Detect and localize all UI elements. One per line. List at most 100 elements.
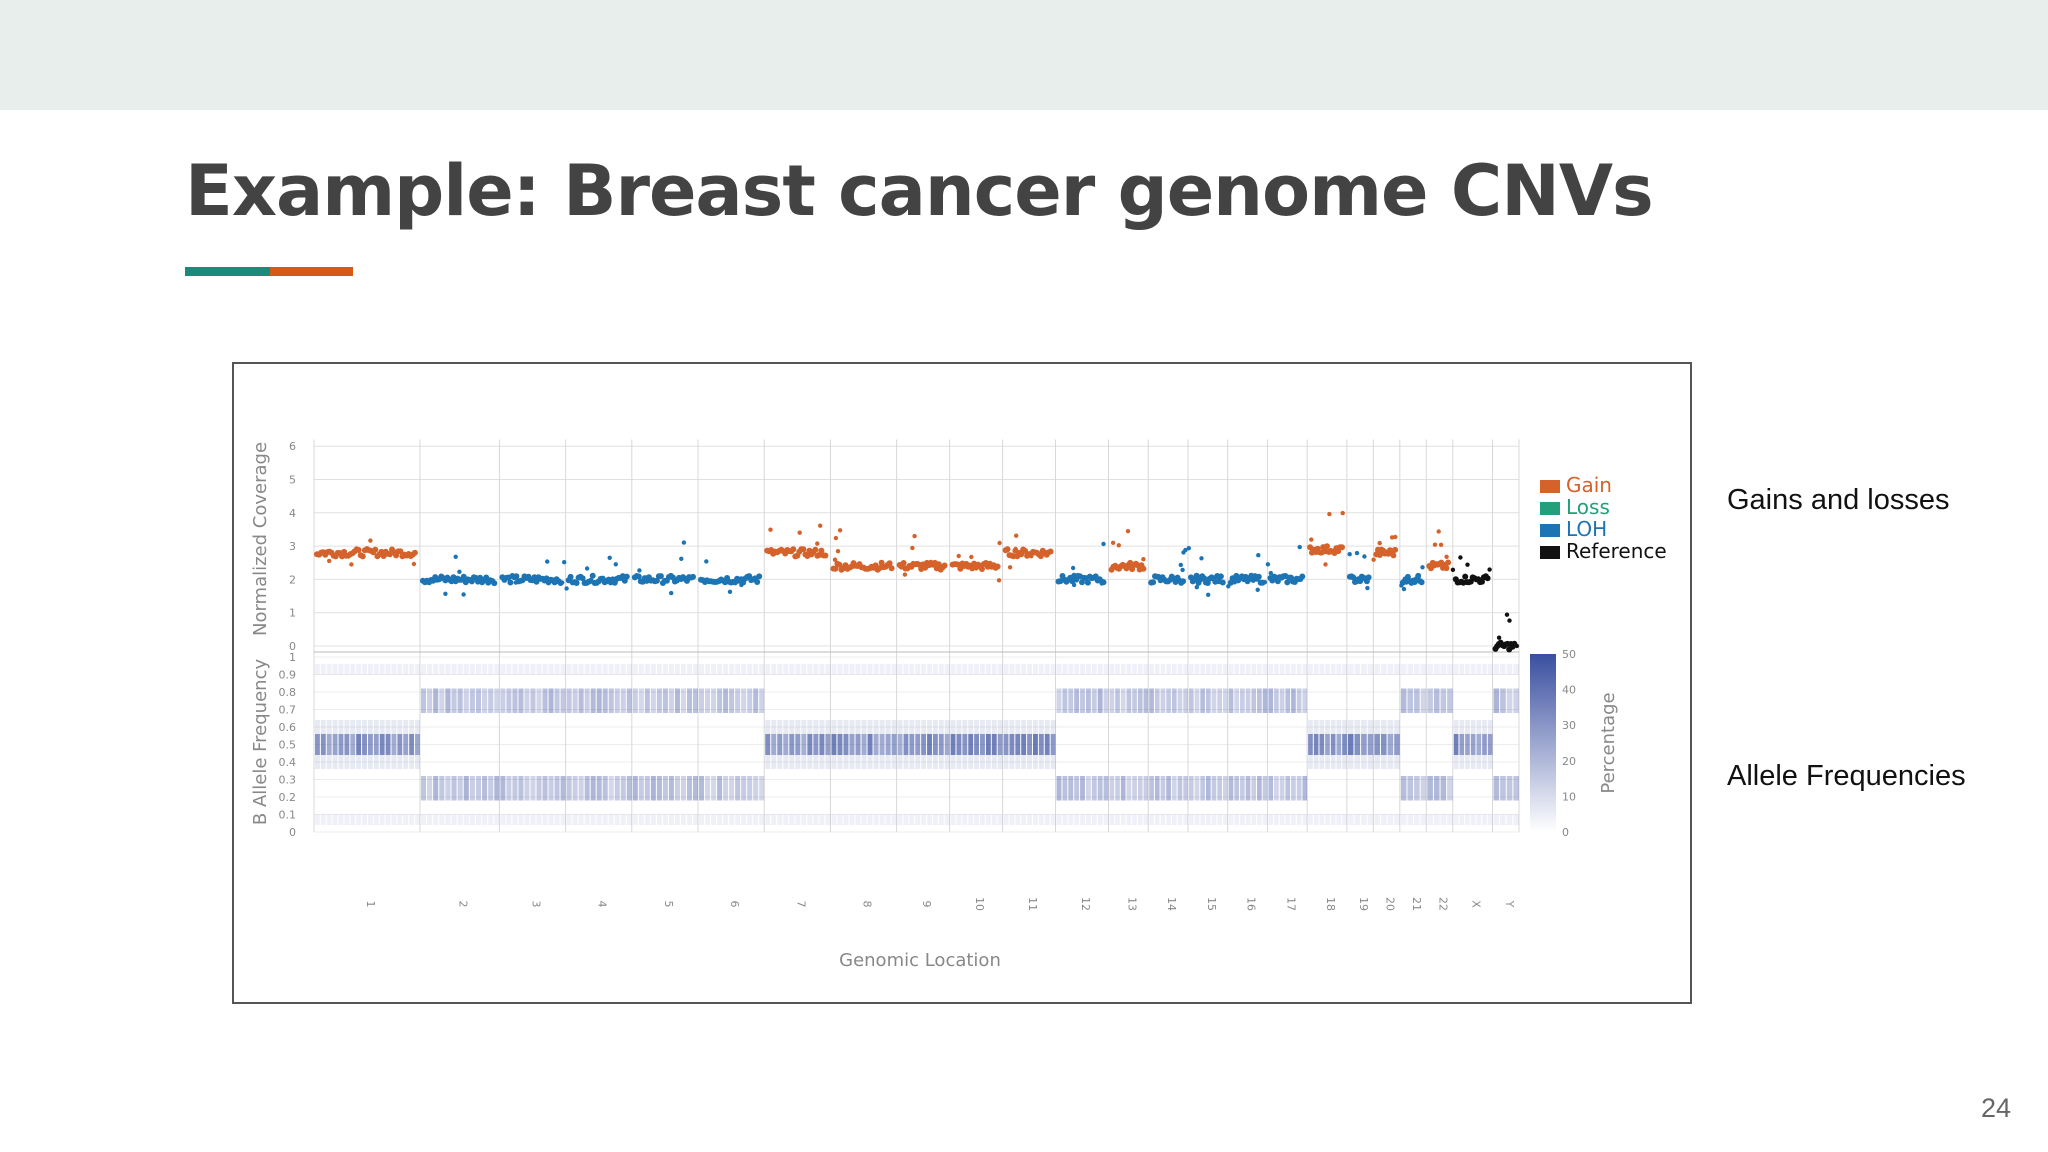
- baf-band: [1414, 664, 1420, 675]
- baf-band: [338, 755, 344, 769]
- baf-band: [962, 664, 968, 675]
- baf-band: [938, 720, 944, 734]
- coverage-outlier: [924, 564, 929, 569]
- baf-band: [1188, 688, 1194, 713]
- baf-band: [950, 720, 956, 734]
- baf-band: [741, 664, 747, 675]
- baf-tick-label: 1: [289, 651, 296, 664]
- baf-band: [1506, 776, 1513, 801]
- baf-band: [1194, 776, 1200, 801]
- coverage-point: [355, 547, 362, 553]
- baf-band: [680, 688, 686, 713]
- baf-band: [1440, 814, 1447, 825]
- baf-band: [991, 755, 997, 769]
- baf-band: [1056, 688, 1062, 713]
- baf-band: [1420, 776, 1427, 801]
- coverage-outlier: [1186, 546, 1191, 551]
- baf-band: [1228, 814, 1234, 825]
- baf-band: [1126, 688, 1132, 713]
- baf-band: [1513, 776, 1519, 801]
- baf-band: [1420, 688, 1427, 713]
- chromosome-label: 11: [1026, 897, 1039, 911]
- baf-band: [1427, 688, 1433, 713]
- baf-band: [1015, 720, 1021, 734]
- coverage-outlier: [1436, 529, 1441, 534]
- coverage-outlier: [1347, 552, 1352, 557]
- baf-band: [1050, 755, 1056, 769]
- baf-band: [855, 814, 861, 825]
- baf-band: [885, 664, 891, 675]
- baf-band: [1177, 776, 1183, 801]
- baf-band: [680, 776, 686, 801]
- baf-band: [315, 814, 320, 825]
- baf-band: [362, 755, 367, 769]
- baf-band: [680, 664, 686, 675]
- baf-band: [530, 814, 536, 825]
- baf-band: [891, 755, 897, 769]
- baf-band: [1211, 814, 1217, 825]
- baf-band: [1367, 755, 1374, 769]
- coverage-outlier: [564, 586, 569, 591]
- baf-band: [705, 688, 711, 713]
- baf-band: [445, 688, 451, 713]
- baf-band: [795, 755, 801, 769]
- baf-band: [1465, 664, 1470, 675]
- baf-band: [338, 734, 344, 755]
- baf-band: [843, 664, 849, 675]
- baf-band: [944, 755, 950, 769]
- baf-band: [1330, 755, 1336, 769]
- baf-band: [1291, 814, 1296, 825]
- baf-band: [420, 776, 427, 801]
- baf-band: [891, 664, 897, 675]
- baf-band: [488, 776, 494, 801]
- coverage-point: [657, 573, 664, 580]
- baf-band: [1482, 720, 1487, 734]
- baf-band: [915, 664, 921, 675]
- coverage-tick-label: 5: [289, 474, 296, 487]
- chromosome-label: 19: [1357, 897, 1370, 911]
- baf-band: [1251, 776, 1257, 801]
- baf-band: [1470, 814, 1476, 825]
- baf-band: [445, 814, 451, 825]
- baf-band: [548, 664, 554, 675]
- coverage-point: [579, 575, 586, 582]
- colorbar-tick-label: 30: [1562, 719, 1576, 732]
- baf-band: [403, 755, 409, 769]
- baf-band: [837, 734, 843, 755]
- baf-band: [548, 814, 554, 825]
- baf-band: [1308, 755, 1313, 769]
- baf-band: [1319, 734, 1325, 755]
- baf-band: [813, 734, 819, 755]
- baf-band: [1367, 814, 1374, 825]
- baf-band: [1487, 734, 1493, 755]
- baf-band: [542, 814, 548, 825]
- baf-band: [578, 688, 584, 713]
- baf-band: [644, 664, 650, 675]
- cnv-figure-svg: 012345600.10.20.30.40.50.60.70.80.91Norm…: [250, 439, 1667, 971]
- baf-band: [332, 734, 338, 755]
- baf-band: [1302, 776, 1308, 801]
- baf-band: [315, 734, 320, 755]
- baf-band: [1380, 664, 1387, 675]
- baf-band: [572, 814, 578, 825]
- baf-band: [1015, 814, 1021, 825]
- baf-band: [1465, 734, 1470, 755]
- baf-band: [668, 814, 674, 825]
- baf-band: [699, 664, 705, 675]
- baf-band: [1361, 664, 1367, 675]
- coverage-outlier: [1007, 565, 1013, 570]
- baf-band: [602, 776, 608, 801]
- baf-band: [632, 814, 638, 825]
- baf-band: [1143, 814, 1149, 825]
- baf-band: [1342, 734, 1347, 755]
- baf-band: [991, 734, 997, 755]
- baf-band: [1302, 688, 1308, 713]
- baf-band: [962, 734, 968, 755]
- coverage-outlier: [1487, 567, 1492, 572]
- baf-band: [891, 814, 897, 825]
- baf-band: [1009, 814, 1015, 825]
- baf-band: [1234, 688, 1240, 713]
- baf-band: [1319, 664, 1325, 675]
- baf-band: [1476, 755, 1482, 769]
- baf-band: [1453, 720, 1459, 734]
